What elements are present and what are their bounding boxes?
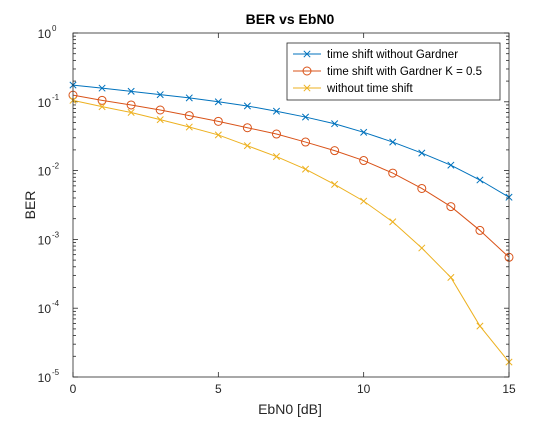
chart-title: BER vs EbN0 <box>246 11 335 27</box>
data-point <box>155 105 165 115</box>
y-tick-exponent: 0 <box>52 24 57 33</box>
data-point <box>418 244 426 252</box>
data-point <box>360 128 368 136</box>
y-tick-label: 10 <box>38 165 52 179</box>
y-tick-exponent: -1 <box>52 93 60 102</box>
legend: time shift without Gardner time shift wit… <box>286 42 501 101</box>
y-tick-exponent: -2 <box>52 162 60 171</box>
data-point <box>127 108 135 117</box>
data-point <box>301 113 310 121</box>
data-point <box>243 142 251 150</box>
data-point <box>359 156 369 166</box>
y-tick-exponent: -3 <box>52 230 60 239</box>
data-point <box>185 94 193 102</box>
data-point <box>475 225 485 235</box>
data-point <box>242 123 252 133</box>
data-point <box>447 273 455 281</box>
y-tick-exponent: -4 <box>52 299 60 308</box>
series-line <box>72 84 510 198</box>
y-tick-label: 10 <box>38 233 52 247</box>
legend-box <box>286 42 501 101</box>
data-point <box>476 176 484 184</box>
data-point <box>388 168 398 178</box>
x-tick-label: 10 <box>357 382 371 396</box>
data-point <box>98 84 106 92</box>
series-3 <box>69 96 513 366</box>
y-tick-label: 10 <box>38 27 52 41</box>
data-point <box>301 137 311 147</box>
data-point <box>214 131 222 139</box>
legend-entry: time shift with Gardner K = 0.5 <box>327 66 482 78</box>
data-point <box>97 95 107 105</box>
data-point <box>243 102 251 110</box>
data-point <box>213 116 223 126</box>
legend-marker <box>303 84 311 92</box>
data-point <box>476 322 484 330</box>
legend-entry: without time shift <box>326 83 413 95</box>
y-tick-exponent: -5 <box>52 368 60 377</box>
data-point <box>417 183 427 193</box>
y-tick-label: 10 <box>38 96 52 110</box>
data-point <box>331 120 339 128</box>
x-tick-label: 5 <box>215 382 222 396</box>
x-axis-label: EbN0 [dB] <box>258 401 322 417</box>
data-point <box>447 161 455 169</box>
data-point <box>185 123 193 131</box>
data-point <box>214 98 222 106</box>
data-point <box>271 129 281 139</box>
y-tick-label: 10 <box>38 371 52 385</box>
data-point <box>389 138 397 146</box>
data-point <box>156 116 164 124</box>
legend-entry: time shift without Gardner <box>327 49 458 61</box>
data-point <box>184 111 194 121</box>
data-point <box>446 202 456 212</box>
data-point <box>301 165 310 173</box>
data-point <box>389 218 397 226</box>
data-point <box>330 146 340 156</box>
data-point <box>272 107 281 115</box>
data-point <box>272 153 281 161</box>
data-point <box>98 103 106 111</box>
axes-box <box>72 32 510 378</box>
y-axis-label: BER <box>22 191 38 220</box>
data-point <box>127 87 135 95</box>
series-1 <box>69 81 513 201</box>
data-point <box>126 100 136 110</box>
series-line <box>72 99 510 363</box>
data-point <box>331 180 339 188</box>
data-point <box>418 149 426 157</box>
data-point <box>156 91 164 99</box>
data-point <box>360 197 368 205</box>
legend-marker <box>302 66 312 76</box>
series-line <box>72 94 510 258</box>
x-tick-label: 15 <box>502 382 516 396</box>
x-tick-label: 0 <box>70 382 77 396</box>
legend-marker <box>303 50 311 58</box>
y-tick-label: 10 <box>38 302 52 316</box>
